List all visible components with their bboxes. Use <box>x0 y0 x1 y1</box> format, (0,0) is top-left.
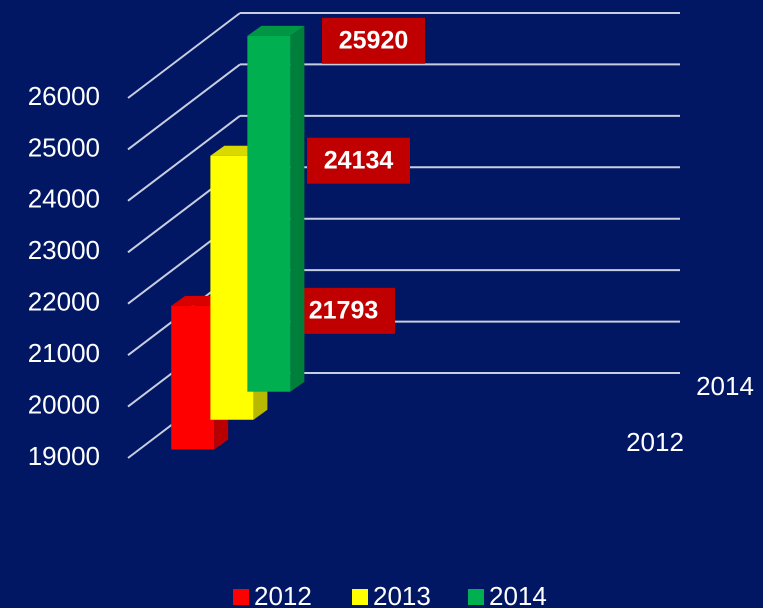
y-tick-label: 21000 <box>28 338 100 368</box>
depth-label: 2014 <box>696 371 754 401</box>
depth-label: 2012 <box>626 427 684 457</box>
grid-line <box>127 115 241 202</box>
y-tick-label: 23000 <box>28 235 100 265</box>
y-tick-label: 20000 <box>28 389 100 419</box>
legend-label: 2014 <box>489 581 547 608</box>
value-label: 21793 <box>309 296 379 324</box>
value-label-box <box>307 137 410 184</box>
bar-front <box>210 155 254 420</box>
y-tick-label: 25000 <box>28 132 100 162</box>
value-label: 25920 <box>339 26 409 54</box>
legend-label: 2012 <box>254 581 312 608</box>
legend-swatch <box>468 589 484 605</box>
y-tick-label: 26000 <box>28 81 100 111</box>
value-label-box <box>292 287 395 334</box>
grid-line <box>127 63 241 151</box>
value-label: 24134 <box>324 146 394 174</box>
bar-front <box>171 305 215 450</box>
y-tick-label: 24000 <box>28 184 100 214</box>
bar-top <box>247 25 305 36</box>
grid-line <box>127 12 241 99</box>
legend-label: 2013 <box>373 581 431 608</box>
y-tick-label: 19000 <box>28 441 100 471</box>
bar-side <box>290 25 305 392</box>
legend-swatch <box>233 589 249 605</box>
bar-front <box>247 35 291 392</box>
legend-swatch <box>352 589 368 605</box>
y-tick-label: 22000 <box>28 287 100 317</box>
value-label-box <box>322 17 425 64</box>
bar <box>247 25 305 392</box>
